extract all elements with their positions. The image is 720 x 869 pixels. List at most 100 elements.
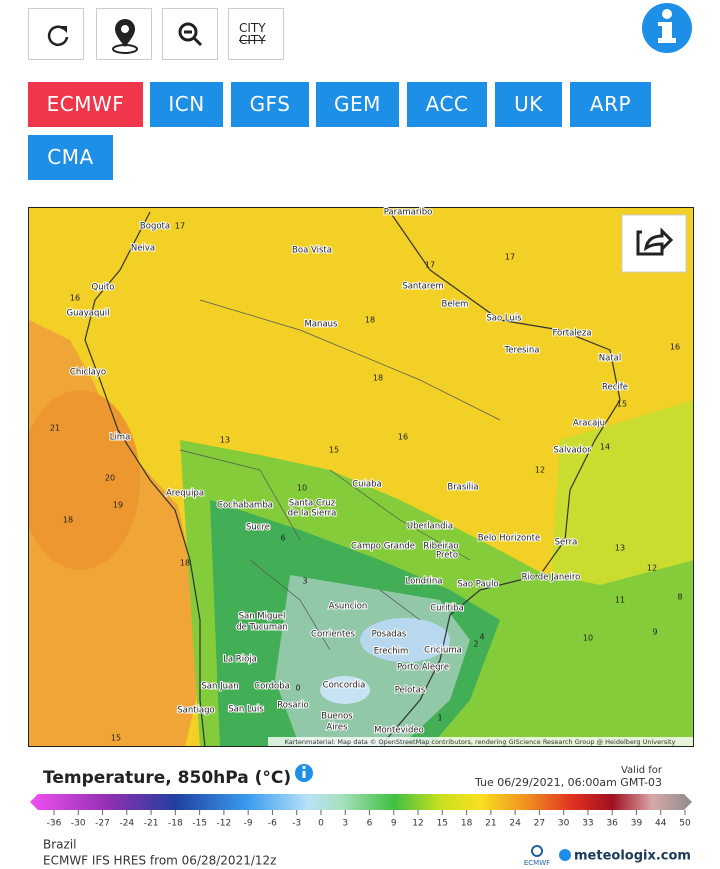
map xyxy=(29,208,693,746)
city-label: Posadas xyxy=(372,630,407,640)
city-label: Uberlandia xyxy=(407,522,453,532)
city-off: CITY xyxy=(239,33,266,47)
isotherm-label: 20 xyxy=(105,474,115,483)
city-label: San Miguel xyxy=(239,612,286,622)
isotherm-label: 13 xyxy=(615,544,625,553)
model-button[interactable]: ARP xyxy=(570,82,651,127)
scale-label: -15 xyxy=(192,819,207,829)
isotherm-label: 11 xyxy=(615,596,625,605)
city-label: Serra xyxy=(555,538,578,548)
city-label: Corrientes xyxy=(311,630,356,640)
city-label: Preto xyxy=(436,551,458,561)
location-button[interactable] xyxy=(96,8,152,60)
scale-label: 15 xyxy=(437,819,448,829)
scale-label: 39 xyxy=(631,819,643,829)
isotherm-label: 1 xyxy=(437,714,442,723)
scale-label: 18 xyxy=(461,819,473,829)
city-label: Quito xyxy=(92,283,115,293)
city-label: San Juan xyxy=(201,682,238,692)
scale-label: -3 xyxy=(292,819,301,829)
city-toggle[interactable]: CITY CITY xyxy=(228,8,284,60)
city-label: Santarem xyxy=(402,282,443,292)
model-button[interactable]: GEM xyxy=(316,82,399,127)
legend-info[interactable] xyxy=(295,764,313,782)
zoom-out-button[interactable] xyxy=(162,8,218,60)
scale-label: -6 xyxy=(268,819,277,829)
city-label: Guayaquil xyxy=(67,309,110,319)
city-on: CITY xyxy=(239,21,266,35)
city-label: de Tucuman xyxy=(236,623,288,633)
isotherm-label: 9 xyxy=(652,628,657,637)
isotherm-label: 0 xyxy=(295,684,300,693)
city-label: Cochabamba xyxy=(217,501,273,511)
model-button[interactable]: ECMWF xyxy=(28,82,143,127)
city-label: Arequipa xyxy=(166,489,204,499)
city-label: Fortaleza xyxy=(552,329,591,339)
isotherm-label: 17 xyxy=(505,253,515,262)
city-label: Sucre xyxy=(246,523,270,533)
city-label: Recife xyxy=(602,383,628,393)
model-run: ECMWF IFS HRES from 06/28/2021/12z xyxy=(43,854,276,868)
isotherm-label: 8 xyxy=(677,593,682,602)
city-label: Cuiaba xyxy=(352,480,382,490)
model-button[interactable]: GFS xyxy=(231,82,309,127)
city-label: Londrina xyxy=(405,577,442,587)
city-label: Ribeirao xyxy=(423,542,458,552)
scale-label: 24 xyxy=(509,819,521,829)
isotherm-label: 18 xyxy=(180,559,190,568)
model-button[interactable]: UK xyxy=(495,82,562,127)
city-label: Montevideo xyxy=(374,726,424,736)
city-label: Paramaribo xyxy=(384,208,433,218)
isotherm-label: 15 xyxy=(617,400,627,409)
isotherm-label: 16 xyxy=(398,433,408,442)
model-button[interactable]: ICN xyxy=(150,82,223,127)
scale-label: -9 xyxy=(244,819,253,829)
color-scale xyxy=(30,794,692,810)
valid-label: Valid for xyxy=(621,765,663,776)
city-label: Belo Horizonte xyxy=(478,534,540,544)
city-label: Lima xyxy=(110,433,131,443)
city-label: Salvador xyxy=(553,446,591,456)
city-label: Rio de Janeiro xyxy=(522,573,581,583)
city-label: Buenos xyxy=(321,712,353,722)
scale-label: 9 xyxy=(391,819,397,829)
city-label: Santa Cruz xyxy=(289,499,336,509)
legend-title: Temperature, 850hPa (°C) xyxy=(43,768,291,788)
scale-label: -27 xyxy=(95,819,110,829)
city-label: La Rioja xyxy=(223,655,257,665)
share-button[interactable] xyxy=(621,214,687,273)
scale-label: -24 xyxy=(119,819,134,829)
scale-label: 44 xyxy=(655,819,667,829)
city-label: Santiago xyxy=(177,706,215,716)
city-label: Teresina xyxy=(504,346,540,356)
scale-label: -18 xyxy=(168,819,183,829)
city-label: Cordoba xyxy=(254,682,290,692)
scale-label: 3 xyxy=(342,819,348,829)
isotherm-label: 2 xyxy=(473,640,478,649)
city-label: San Luis xyxy=(228,705,264,715)
scale-label: -21 xyxy=(144,819,159,829)
city-label: Concordia xyxy=(323,681,366,691)
isotherm-label: 16 xyxy=(70,294,80,303)
scale-label: -30 xyxy=(71,819,86,829)
isotherm-label: 17 xyxy=(175,222,185,231)
scale-label: -12 xyxy=(217,819,232,829)
info-button[interactable] xyxy=(641,2,693,54)
isotherm-label: 21 xyxy=(50,424,60,433)
scale-label: 0 xyxy=(318,819,324,829)
isotherm-label: 6 xyxy=(280,534,285,543)
isotherm-label: 14 xyxy=(600,443,610,452)
city-label: Natal xyxy=(599,354,621,364)
isotherm-label: 18 xyxy=(63,516,73,525)
scale-label: 27 xyxy=(534,819,545,829)
reload-button[interactable] xyxy=(28,8,84,60)
city-label: Manaus xyxy=(305,320,339,330)
model-button[interactable]: CMA xyxy=(28,135,113,180)
isotherm-label: 15 xyxy=(329,446,339,455)
city-label: Brasilia xyxy=(447,483,478,493)
region: Brazil xyxy=(43,838,77,852)
isotherm-label: 15 xyxy=(111,734,121,743)
model-button[interactable]: ACC xyxy=(407,82,487,127)
